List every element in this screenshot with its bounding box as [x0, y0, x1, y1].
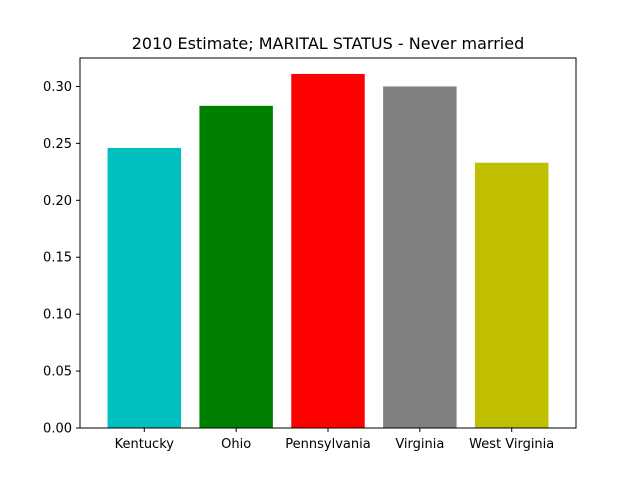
bar-pennsylvania: [291, 73, 365, 428]
x-tick-label: Kentucky: [115, 437, 175, 452]
x-tick-label: Pennsylvania: [285, 437, 370, 452]
x-tick-label: Ohio: [221, 437, 251, 452]
bar-kentucky: [107, 147, 182, 428]
bar-west-virginia: [474, 162, 549, 428]
x-tick-label: Virginia: [395, 437, 444, 452]
y-tick-label: 0.25: [43, 137, 72, 152]
bars-layer: [107, 73, 549, 429]
chart-title: 2010 Estimate; MARITAL STATUS - Never ma…: [132, 34, 525, 53]
bar-ohio: [199, 105, 273, 429]
y-tick-label: 0.30: [43, 80, 72, 95]
y-tick-label: 0.10: [43, 308, 72, 323]
plot-frame: [79, 57, 577, 429]
y-tick-label: 0.05: [43, 365, 72, 380]
y-tick-label: 0.20: [43, 194, 72, 209]
y-tick-label: 0.15: [43, 251, 72, 266]
x-tick-label: West Virginia: [469, 437, 554, 452]
y-tick-label: 0.00: [43, 422, 72, 437]
x-axis: Kentucky Ohio Pennsylvania Virginia West Vir…: [115, 428, 554, 452]
bar-virginia: [383, 86, 457, 428]
y-axis: 0.00 0.05 0.10 0.15 0.20 0.25 0.30: [43, 80, 80, 437]
